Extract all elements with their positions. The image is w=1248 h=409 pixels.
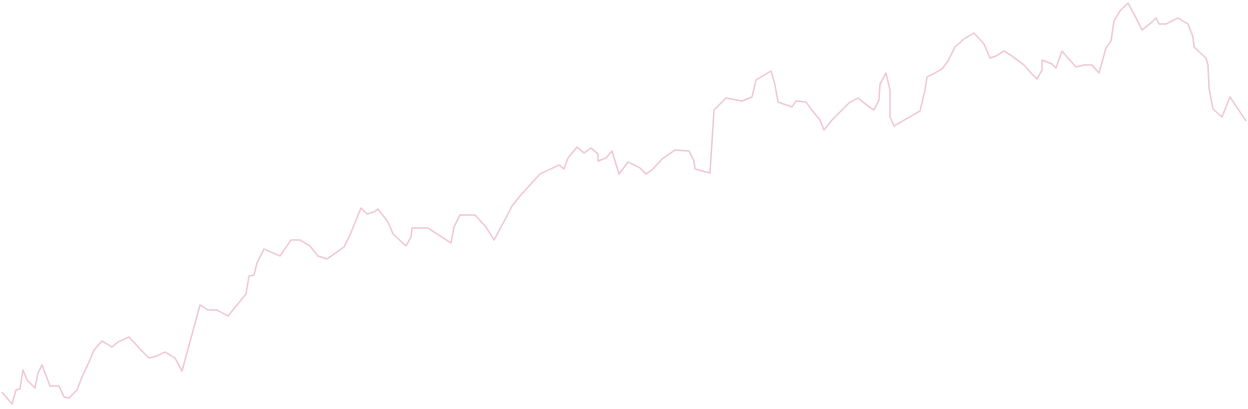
sparkline-chart [1,2,1247,405]
line [1,2,1247,405]
page: (() => { const data = JSON.parse(documen… [1,2,1247,405]
